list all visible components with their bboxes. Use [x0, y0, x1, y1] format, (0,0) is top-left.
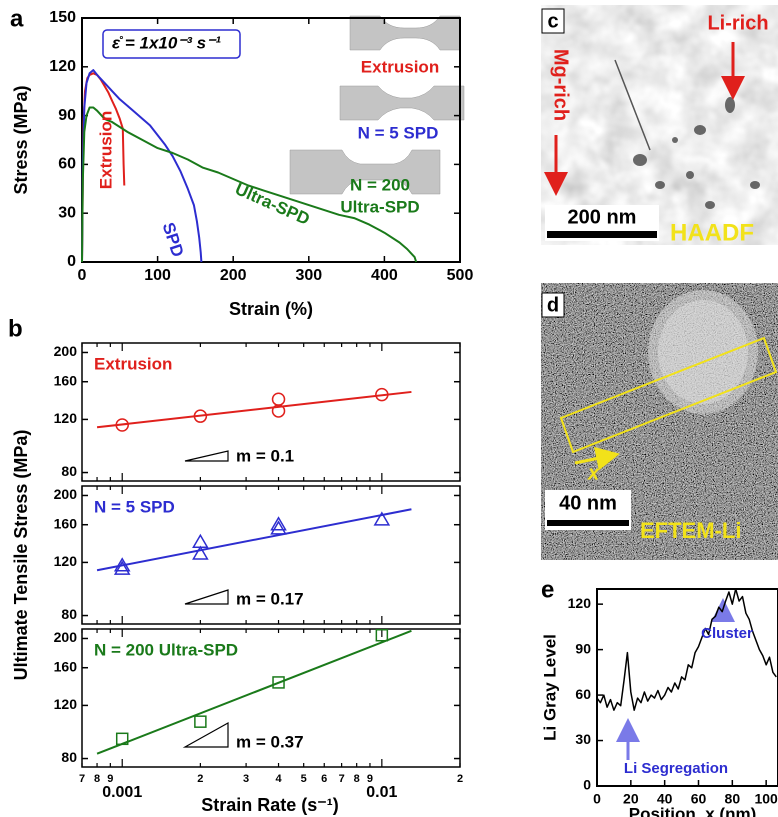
- y-tick-label: 160: [54, 372, 78, 388]
- slope-label: m = 0.37: [236, 732, 304, 751]
- x-tick-label: 200: [220, 267, 247, 284]
- x-axis-label: Position, x (nm): [629, 804, 757, 817]
- y-tick-label: 160: [54, 515, 78, 531]
- y-tick-label: 80: [61, 606, 77, 622]
- image-label: HAADF: [670, 219, 754, 246]
- x-tick-label: 5: [301, 773, 307, 785]
- y-axis-label: Ultimate Tensile Stress (MPa): [11, 430, 31, 681]
- x-tick-label: 0: [593, 791, 601, 807]
- inset-label: N = 5 SPD: [358, 123, 439, 142]
- data-line: [597, 589, 776, 710]
- y-tick-label: 120: [54, 696, 78, 712]
- series-label: N = 5 SPD: [94, 497, 175, 516]
- fit-line: [97, 392, 411, 427]
- inset-label: N = 200: [350, 175, 410, 194]
- curve-label: Extrusion: [96, 111, 115, 189]
- y-tick-label: 200: [54, 486, 78, 502]
- data-point: [193, 535, 207, 547]
- y-tick-label: 60: [58, 156, 76, 173]
- annotation: Li Segregation: [624, 760, 728, 777]
- x-tick-label: 7: [339, 773, 345, 785]
- y-tick-label: 200: [54, 629, 78, 645]
- y-tick-label: 30: [58, 204, 76, 221]
- x-tick-label: 300: [295, 267, 322, 284]
- y-tick-label: 0: [67, 253, 76, 270]
- x-axis-label: Strain (%): [229, 299, 313, 319]
- y-tick-label: 120: [49, 58, 76, 75]
- x-axis-label: Strain Rate (s⁻¹): [201, 795, 339, 815]
- data-point: [272, 522, 286, 534]
- scale-bar-label: 40 nm: [559, 492, 617, 514]
- x-tick-label: 100: [754, 791, 778, 807]
- inset-label: Ultra-SPD: [340, 197, 419, 216]
- x-tick-label: 0: [78, 267, 87, 284]
- image-label: Mg-rich: [550, 49, 572, 121]
- slope-label: m = 0.17: [236, 589, 304, 608]
- x-tick-label: 0.001: [102, 784, 142, 801]
- y-tick-label: 160: [54, 658, 78, 674]
- panel-letter: b: [8, 315, 23, 342]
- y-tick-label: 80: [61, 463, 77, 479]
- x-tick-label: 6: [321, 773, 327, 785]
- annotation: Cluster: [701, 625, 753, 642]
- fit-line: [97, 509, 411, 570]
- panel-letter: a: [10, 5, 24, 32]
- image-label: EFTEM-Li: [640, 518, 741, 543]
- y-axis-label: Li Gray Level: [540, 634, 559, 741]
- y-tick-label: 120: [54, 553, 78, 569]
- curve-label: SPD: [159, 220, 188, 259]
- x-tick-label: 2: [457, 773, 463, 785]
- y-tick-label: 80: [61, 749, 77, 765]
- inset-label: Extrusion: [361, 57, 439, 76]
- panel-letter: c: [547, 10, 558, 32]
- x-tick-label: 4: [275, 773, 282, 785]
- image-label: x: [587, 462, 600, 484]
- image-label: Li-rich: [707, 12, 768, 34]
- data-point: [273, 393, 285, 405]
- data-point: [195, 716, 206, 727]
- scale-bar-label: 200 nm: [568, 206, 637, 228]
- x-tick-label: 100: [144, 267, 171, 284]
- x-tick-label: 0.01: [366, 784, 397, 801]
- figure: 03060901201500100200300400500aStrain (%)…: [0, 0, 778, 817]
- specimen-photos: [290, 16, 464, 194]
- data-point: [272, 518, 286, 530]
- slope-triangle: [185, 451, 228, 461]
- y-tick-label: 120: [54, 410, 78, 426]
- series-label: Extrusion: [94, 354, 172, 373]
- x-tick-label: 3: [243, 773, 249, 785]
- y-tick-label: 90: [575, 640, 591, 656]
- rate-annotation: ε̊ = 1x10⁻³ s⁻¹: [112, 33, 221, 52]
- x-tick-label: 9: [367, 773, 373, 785]
- y-tick-label: 150: [49, 9, 76, 26]
- slope-label: m = 0.1: [236, 446, 294, 465]
- x-tick-label: 7: [79, 773, 85, 785]
- slope-triangle: [185, 590, 228, 604]
- y-tick-label: 120: [568, 595, 592, 611]
- y-tick-label: 90: [58, 107, 76, 124]
- y-tick-label: 0: [583, 777, 591, 793]
- y-tick-label: 30: [575, 731, 591, 747]
- x-tick-label: 500: [447, 267, 474, 284]
- panel-letter: d: [547, 294, 559, 316]
- x-tick-label: 9: [107, 773, 113, 785]
- series-label: N = 200 Ultra-SPD: [94, 640, 238, 659]
- plot-frame: [597, 589, 778, 786]
- y-tick-label: 60: [575, 686, 591, 702]
- x-tick-label: 8: [354, 773, 360, 785]
- panel-letter: e: [541, 576, 554, 603]
- y-tick-label: 200: [54, 343, 78, 359]
- y-axis-label: Stress (MPa): [11, 85, 31, 194]
- x-tick-label: 8: [94, 773, 100, 785]
- x-tick-label: 2: [197, 773, 203, 785]
- x-tick-label: 400: [371, 267, 398, 284]
